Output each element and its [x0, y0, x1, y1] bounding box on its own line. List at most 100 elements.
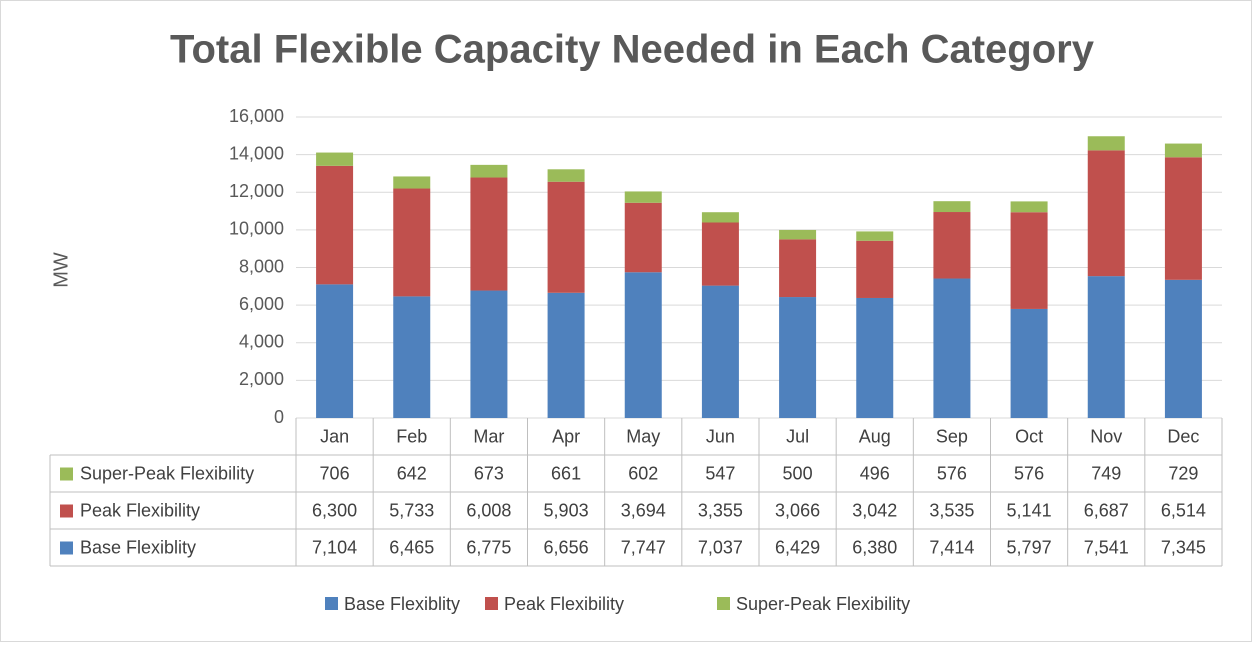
bar: [470, 290, 508, 418]
bar: [1010, 308, 1048, 418]
x-tick-label: Oct: [1015, 426, 1043, 446]
bar: [856, 240, 894, 298]
table-value: 7,414: [929, 537, 974, 557]
table-value: 706: [320, 463, 350, 483]
bar: [547, 169, 585, 182]
table-legend-key: [60, 541, 73, 555]
table-row-label: Peak Flexibility: [80, 500, 200, 520]
bar: [547, 292, 585, 418]
bar: [393, 188, 431, 297]
x-tick-label: Apr: [552, 426, 580, 446]
x-tick-label: Sep: [936, 426, 968, 446]
table-value: 5,903: [544, 500, 589, 520]
table-value: 6,775: [466, 537, 511, 557]
y-tick-label: 16,000: [229, 106, 284, 126]
bar: [393, 176, 431, 189]
bar: [1164, 157, 1202, 280]
bar: [701, 212, 739, 223]
x-tick-label: Feb: [396, 426, 427, 446]
bar: [547, 181, 585, 293]
table-value: 7,541: [1084, 537, 1129, 557]
legend-label: Peak Flexibility: [504, 594, 624, 614]
table-value: 3,066: [775, 500, 820, 520]
table-legend-key: [60, 467, 73, 481]
table-value: 673: [474, 463, 504, 483]
bar: [470, 177, 508, 291]
bar: [779, 229, 817, 240]
bar: [701, 222, 739, 286]
bar: [779, 239, 817, 298]
table-value: 602: [628, 463, 658, 483]
table-value: 576: [937, 463, 967, 483]
bar: [1087, 136, 1125, 151]
bar: [856, 297, 894, 418]
x-tick-label: Dec: [1167, 426, 1199, 446]
bar: [624, 202, 662, 273]
table-value: 6,380: [852, 537, 897, 557]
table-row-label: Super-Peak Flexibility: [80, 463, 254, 483]
table-value: 642: [397, 463, 427, 483]
bar: [701, 285, 739, 418]
bar: [624, 272, 662, 418]
y-tick-label: 6,000: [239, 294, 284, 314]
table-value: 7,037: [698, 537, 743, 557]
y-tick-label: 14,000: [229, 143, 284, 163]
bar: [1010, 201, 1048, 213]
table-value: 6,656: [544, 537, 589, 557]
table-value: 3,535: [929, 500, 974, 520]
table-value: 500: [783, 463, 813, 483]
table-value: 661: [551, 463, 581, 483]
table-value: 729: [1168, 463, 1198, 483]
bar: [856, 231, 894, 241]
y-tick-label: 2,000: [239, 369, 284, 389]
table-value: 7,104: [312, 537, 357, 557]
x-tick-label: Aug: [859, 426, 891, 446]
legend-key: [717, 597, 730, 610]
table-legend-key: [60, 504, 73, 518]
y-tick-label: 8,000: [239, 256, 284, 276]
table-value: 6,687: [1084, 500, 1129, 520]
bar: [470, 164, 508, 178]
bar: [316, 284, 354, 418]
bar: [1087, 150, 1125, 277]
table-value: 7,345: [1161, 537, 1206, 557]
legend-key: [485, 597, 498, 610]
table-value: 3,355: [698, 500, 743, 520]
table-value: 3,042: [852, 500, 897, 520]
x-tick-label: Jan: [320, 426, 349, 446]
legend-label: Base Flexiblity: [344, 594, 460, 614]
table-value: 6,300: [312, 500, 357, 520]
table-value: 6,465: [389, 537, 434, 557]
y-axis-label: MW: [50, 252, 72, 288]
x-tick-label: Jul: [786, 426, 809, 446]
bar: [933, 278, 971, 418]
x-tick-label: May: [626, 426, 660, 446]
bar: [1164, 279, 1202, 418]
table-value: 3,694: [621, 500, 666, 520]
table-value: 7,747: [621, 537, 666, 557]
table-value: 5,733: [389, 500, 434, 520]
table-value: 6,429: [775, 537, 820, 557]
table-value: 496: [860, 463, 890, 483]
y-tick-label: 10,000: [229, 219, 284, 239]
bar: [624, 191, 662, 203]
legend-key: [325, 597, 338, 610]
x-tick-label: Mar: [473, 426, 504, 446]
table-value: 749: [1091, 463, 1121, 483]
bar: [1010, 212, 1048, 309]
legend-label: Super-Peak Flexibility: [736, 594, 910, 614]
bar: [779, 297, 817, 418]
x-tick-label: Nov: [1090, 426, 1122, 446]
x-tick-label: Jun: [706, 426, 735, 446]
table-value: 5,141: [1007, 500, 1052, 520]
bar: [933, 201, 971, 213]
table-value: 576: [1014, 463, 1044, 483]
table-value: 547: [705, 463, 735, 483]
bar: [933, 212, 971, 279]
table-value: 5,797: [1007, 537, 1052, 557]
table-value: 6,008: [466, 500, 511, 520]
bar: [1087, 276, 1125, 418]
bar: [316, 165, 354, 285]
table-value: 6,514: [1161, 500, 1206, 520]
